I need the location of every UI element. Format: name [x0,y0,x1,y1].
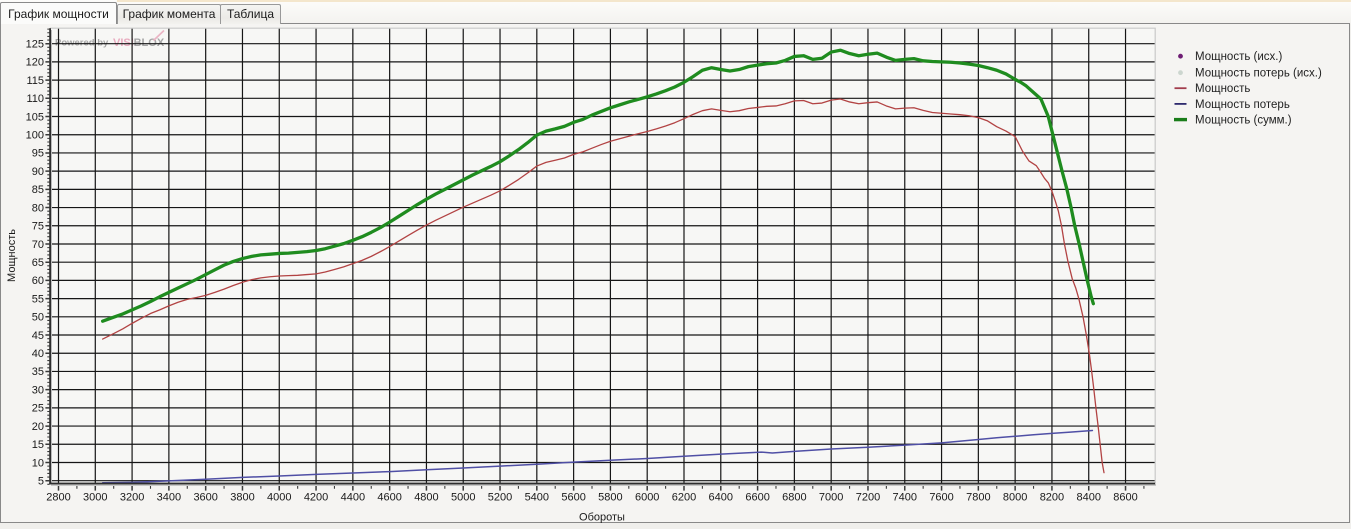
svg-text:5200: 5200 [488,492,512,504]
svg-text:Мощность (сумм.): Мощность (сумм.) [1195,115,1292,127]
svg-text:Мощность потерь: Мощность потерь [1195,99,1290,111]
svg-text:35: 35 [32,366,44,378]
svg-text:3200: 3200 [120,492,144,504]
svg-text:100: 100 [26,130,44,142]
svg-text:25: 25 [32,403,44,415]
svg-text:8000: 8000 [1003,492,1027,504]
svg-text:45: 45 [32,330,44,342]
svg-text:2800: 2800 [46,492,70,504]
svg-text:7200: 7200 [856,492,880,504]
svg-text:7400: 7400 [893,492,917,504]
svg-text:110: 110 [26,93,44,105]
svg-text:BLOX: BLOX [134,37,165,49]
svg-text:115: 115 [26,75,44,87]
svg-text:3000: 3000 [83,492,107,504]
svg-text:5: 5 [38,475,44,487]
svg-text:55: 55 [32,293,44,305]
svg-text:4400: 4400 [341,492,365,504]
svg-text:4800: 4800 [414,492,438,504]
svg-text:6000: 6000 [635,492,659,504]
svg-text:4000: 4000 [267,492,291,504]
svg-text:Мощность (исх.): Мощность (исх.) [1195,51,1282,63]
svg-text:50: 50 [32,312,44,324]
svg-text:6400: 6400 [709,492,733,504]
svg-text:105: 105 [26,111,44,123]
svg-text:6600: 6600 [745,492,769,504]
svg-text:Мощность: Мощность [6,229,18,282]
svg-text:30: 30 [32,384,44,396]
svg-text:Powered by: Powered by [55,38,109,49]
svg-text:5000: 5000 [451,492,475,504]
svg-text:75: 75 [32,221,44,233]
svg-text:95: 95 [32,148,44,160]
svg-text:7600: 7600 [929,492,953,504]
svg-text:8400: 8400 [1076,492,1100,504]
svg-text:60: 60 [32,275,44,287]
svg-text:85: 85 [32,184,44,196]
svg-text:5600: 5600 [561,492,585,504]
svg-text:4600: 4600 [377,492,401,504]
svg-text:40: 40 [32,348,44,360]
svg-text:70: 70 [32,239,44,251]
svg-text:80: 80 [32,202,44,214]
svg-text:10: 10 [32,457,44,469]
svg-text:90: 90 [32,166,44,178]
svg-text:20: 20 [32,421,44,433]
svg-text:4200: 4200 [304,492,328,504]
svg-text:3400: 3400 [157,492,181,504]
svg-text:VISI: VISI [113,37,134,49]
svg-text:8200: 8200 [1040,492,1064,504]
svg-text:Мощность потерь (исх.): Мощность потерь (исх.) [1195,68,1322,80]
svg-text:Обороты: Обороты [579,512,625,524]
svg-text:6200: 6200 [672,492,696,504]
svg-text:120: 120 [26,57,44,69]
svg-text:65: 65 [32,257,44,269]
svg-text:5800: 5800 [598,492,622,504]
svg-text:7800: 7800 [966,492,990,504]
svg-text:8600: 8600 [1113,492,1137,504]
svg-text:3600: 3600 [193,492,217,504]
svg-text:3800: 3800 [230,492,254,504]
svg-text:125: 125 [26,38,44,50]
svg-text:Мощность: Мощность [1195,83,1250,95]
svg-text:5400: 5400 [525,492,549,504]
svg-text:15: 15 [32,439,44,451]
svg-text:6800: 6800 [782,492,806,504]
svg-text:7000: 7000 [819,492,843,504]
